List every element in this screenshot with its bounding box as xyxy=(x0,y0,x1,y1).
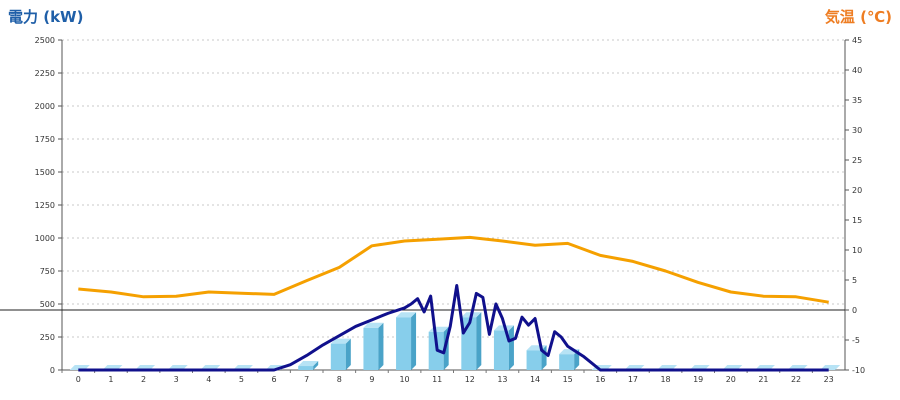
x-tick-label: 11 xyxy=(432,375,442,384)
left-tick-label: 2000 xyxy=(35,102,55,111)
x-tick-label: 13 xyxy=(497,375,507,384)
x-tick-label: 16 xyxy=(595,375,605,384)
temperature-series-line xyxy=(78,235,829,304)
bar-side xyxy=(345,338,351,370)
bar xyxy=(363,327,379,370)
bar-side xyxy=(476,312,482,370)
right-tick-label: 0 xyxy=(852,306,857,315)
bar xyxy=(559,354,575,370)
x-tick-label: 22 xyxy=(791,375,801,384)
right-tick-label: 30 xyxy=(852,126,862,135)
x-tick-label: 21 xyxy=(758,375,768,384)
x-tick-label: 14 xyxy=(530,375,540,384)
right-tick-label: -10 xyxy=(852,366,865,375)
left-tick-label: 1250 xyxy=(35,201,55,210)
left-tick-label: 250 xyxy=(40,333,55,342)
x-tick-label: 7 xyxy=(304,375,309,384)
x-tick-label: 18 xyxy=(660,375,670,384)
x-tick-label: 12 xyxy=(465,375,475,384)
right-tick-label: 15 xyxy=(852,216,862,225)
x-tick-label: 1 xyxy=(108,375,113,384)
right-tick-label: 20 xyxy=(852,186,862,195)
right-tick-label: 35 xyxy=(852,96,862,105)
bar xyxy=(526,350,542,370)
left-tick-label: 2500 xyxy=(35,36,55,45)
x-tick-label: 0 xyxy=(76,375,81,384)
right-tick-label: 5 xyxy=(852,276,857,285)
right-tick-label: -5 xyxy=(852,336,860,345)
bar-side xyxy=(508,325,514,370)
left-tick-label: 2250 xyxy=(35,69,55,78)
right-tick-label: 25 xyxy=(852,156,862,165)
bar-side xyxy=(378,322,384,370)
bar xyxy=(493,330,509,370)
left-axis-title: 電力 (kW) xyxy=(8,8,84,26)
left-tick-label: 1750 xyxy=(35,135,55,144)
bar xyxy=(298,366,314,370)
x-tick-label: 6 xyxy=(272,375,277,384)
left-tick-label: 0 xyxy=(50,366,55,375)
power-series-line xyxy=(78,284,829,372)
x-tick-label: 3 xyxy=(174,375,179,384)
bar-top xyxy=(298,361,319,367)
x-tick-label: 19 xyxy=(693,375,703,384)
left-tick-label: 1500 xyxy=(35,168,55,177)
bar-side xyxy=(411,312,417,370)
x-tick-label: 5 xyxy=(239,375,244,384)
left-tick-label: 750 xyxy=(40,267,55,276)
x-tick-label: 8 xyxy=(337,375,342,384)
x-tick-label: 4 xyxy=(206,375,211,384)
x-tick-label: 20 xyxy=(726,375,736,384)
left-tick-label: 500 xyxy=(40,300,55,309)
x-tick-label: 10 xyxy=(399,375,409,384)
x-tick-label: 15 xyxy=(563,375,573,384)
right-tick-label: 10 xyxy=(852,246,862,255)
x-tick-label: 2 xyxy=(141,375,146,384)
x-tick-label: 23 xyxy=(824,375,834,384)
bar-side xyxy=(313,361,319,370)
bar xyxy=(396,317,412,370)
x-tick-label: 9 xyxy=(369,375,374,384)
right-tick-label: 40 xyxy=(852,66,862,75)
x-tick-label: 17 xyxy=(628,375,638,384)
bar xyxy=(330,343,346,370)
bar-top xyxy=(330,338,351,344)
bar-top xyxy=(396,312,417,318)
bar-top xyxy=(363,322,384,328)
left-tick-label: 1000 xyxy=(35,234,55,243)
right-axis-title: 気温 (℃) xyxy=(824,8,892,26)
right-tick-label: 45 xyxy=(852,36,862,45)
